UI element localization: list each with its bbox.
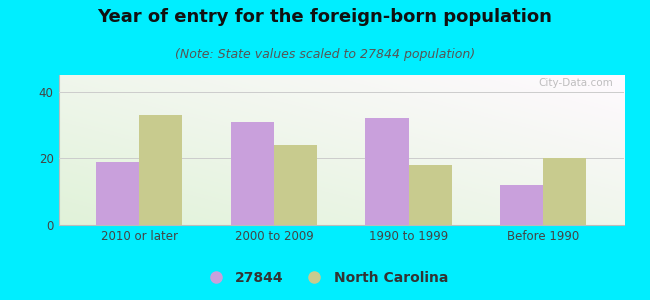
- Bar: [365, 118, 409, 225]
- Bar: [231, 122, 274, 225]
- Bar: [409, 165, 452, 225]
- Bar: [274, 145, 317, 225]
- Legend: 27844, North Carolina: 27844, North Carolina: [196, 265, 454, 290]
- Bar: [96, 162, 139, 225]
- Text: Year of entry for the foreign-born population: Year of entry for the foreign-born popul…: [98, 8, 552, 26]
- Bar: [139, 115, 183, 225]
- Text: City-Data.com: City-Data.com: [538, 78, 613, 88]
- Bar: [543, 158, 586, 225]
- Bar: [500, 185, 543, 225]
- Text: (Note: State values scaled to 27844 population): (Note: State values scaled to 27844 popu…: [175, 48, 475, 61]
